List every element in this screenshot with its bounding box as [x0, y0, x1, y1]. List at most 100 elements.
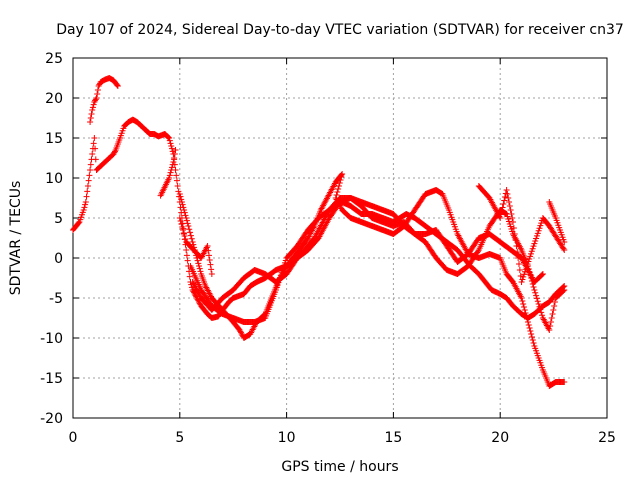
- data-point: [183, 215, 190, 221]
- data-point: [524, 316, 531, 322]
- data-point: [537, 306, 544, 313]
- data-point: [184, 257, 191, 264]
- data-point: [531, 240, 538, 247]
- data-point: [527, 250, 534, 257]
- data-point: [177, 193, 184, 200]
- data-point: [551, 213, 558, 219]
- data-point: [453, 228, 460, 235]
- data-point: [208, 271, 215, 277]
- y-tick-label: 15: [45, 131, 63, 147]
- x-axis-label: GPS time / hours: [281, 459, 398, 475]
- data-point: [551, 299, 558, 305]
- data-point: [176, 215, 183, 221]
- data-point: [201, 281, 208, 287]
- data-point: [522, 266, 529, 273]
- data-point: [551, 303, 558, 309]
- data-point: [499, 204, 506, 211]
- data-point: [533, 295, 540, 302]
- data-point: [510, 219, 517, 225]
- data-point: [189, 239, 196, 245]
- data-point: [195, 260, 202, 267]
- data-point: [526, 325, 533, 331]
- data-point: [87, 119, 94, 125]
- data-point: [338, 174, 345, 180]
- data-point: [95, 83, 102, 89]
- data-point: [178, 199, 185, 205]
- data-point: [536, 225, 543, 232]
- data-point: [538, 272, 545, 279]
- data-point: [539, 271, 546, 278]
- data-point: [534, 230, 541, 237]
- data-point: [515, 255, 522, 261]
- data-point: [533, 232, 540, 239]
- data-point: [180, 204, 187, 211]
- data-point: [91, 99, 98, 105]
- data-point: [83, 193, 90, 200]
- data-point: [282, 257, 289, 264]
- data-point: [181, 207, 188, 213]
- data-point: [523, 263, 530, 270]
- data-point: [527, 253, 534, 260]
- x-tick-label: 15: [384, 430, 402, 446]
- data-point: [445, 205, 452, 211]
- data-point: [508, 211, 515, 217]
- data-point: [530, 284, 537, 290]
- data-point: [196, 265, 203, 272]
- data-point: [529, 337, 536, 343]
- data-point: [520, 304, 527, 310]
- data-point: [90, 140, 97, 147]
- data-point: [180, 227, 187, 233]
- data-point: [178, 196, 185, 203]
- data-point: [515, 261, 522, 267]
- data-point: [531, 287, 538, 293]
- data-point: [235, 325, 242, 331]
- data-point: [112, 148, 119, 155]
- data-point: [89, 104, 96, 111]
- data-point: [170, 159, 177, 165]
- y-tick-label: 25: [45, 51, 63, 67]
- data-point: [442, 240, 449, 247]
- data-point: [520, 301, 527, 307]
- data-point: [526, 255, 533, 262]
- data-point: [511, 231, 518, 237]
- data-point: [559, 288, 566, 295]
- data-point: [504, 191, 511, 197]
- data-point: [89, 151, 96, 157]
- data-point: [185, 223, 192, 229]
- data-point: [517, 245, 524, 252]
- grid: [73, 58, 607, 418]
- data-point: [181, 209, 188, 216]
- data-point: [514, 249, 521, 255]
- data-point: [82, 201, 89, 208]
- y-tick-label: -20: [40, 411, 63, 427]
- x-tick-label: 20: [491, 430, 509, 446]
- data-point: [530, 340, 537, 346]
- data-point: [88, 111, 95, 117]
- data-point: [195, 297, 202, 304]
- data-point: [485, 224, 492, 231]
- data-point: [186, 226, 193, 233]
- data-point: [547, 323, 554, 329]
- data-point: [196, 292, 203, 299]
- data-point: [168, 143, 175, 149]
- data-point: [533, 292, 540, 299]
- data-point: [522, 310, 529, 316]
- series-track-e: [87, 75, 568, 285]
- data-point: [181, 233, 188, 239]
- data-point: [174, 183, 181, 189]
- data-point: [474, 269, 481, 276]
- data-point: [79, 209, 86, 216]
- data-point: [539, 312, 546, 319]
- y-tick-label: 5: [54, 211, 63, 227]
- data-point: [164, 133, 171, 140]
- data-point: [513, 243, 520, 249]
- data-point: [525, 258, 532, 265]
- data-point: [93, 95, 100, 101]
- data-point: [166, 172, 173, 179]
- data-point: [410, 209, 417, 216]
- data-point: [182, 236, 189, 242]
- data-point: [171, 155, 178, 161]
- data-point: [533, 235, 540, 242]
- chart-title: Day 107 of 2024, Sidereal Day-to-day VTE…: [56, 22, 624, 38]
- data-point: [89, 107, 96, 113]
